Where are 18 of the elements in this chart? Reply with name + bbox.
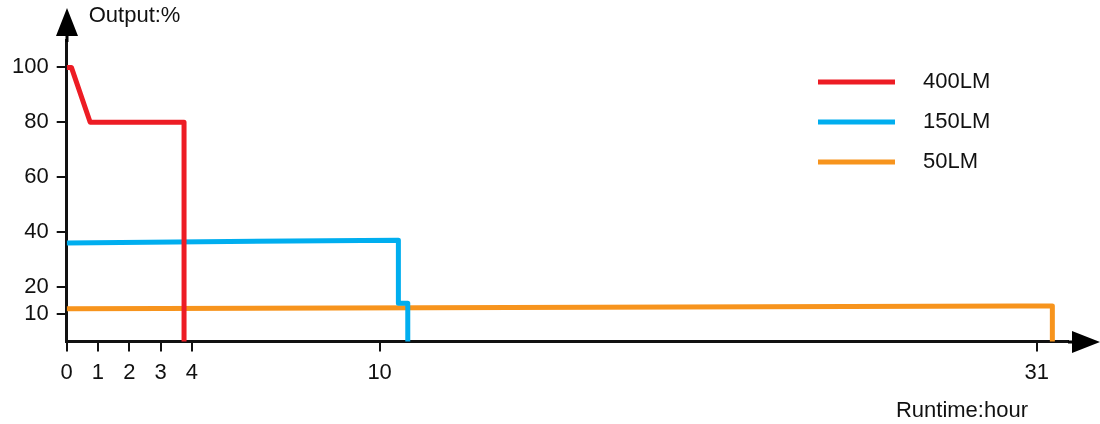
- legend-label: 150LM: [923, 108, 991, 134]
- y-tick-label: 10: [24, 300, 49, 326]
- y-axis-title: Output:%: [88, 2, 181, 28]
- x-tick-label: 4: [185, 358, 198, 384]
- legend-label: 50LM: [923, 148, 979, 174]
- y-tick-label: 60: [24, 163, 49, 189]
- x-tick-label: 0: [60, 358, 73, 384]
- x-tick-label: 10: [367, 358, 392, 384]
- x-tick-label: 3: [154, 358, 167, 384]
- x-tick-label: 31: [1024, 358, 1049, 384]
- x-tick-label: 2: [123, 358, 136, 384]
- y-tick-label: 80: [24, 108, 49, 134]
- y-tick-label: 20: [24, 272, 49, 298]
- x-axis-title: Runtime:hour: [895, 397, 1028, 423]
- y-tick-label: 40: [24, 217, 49, 243]
- legend-label: 400LM: [923, 68, 991, 94]
- y-tick-label: 100: [11, 53, 49, 79]
- x-tick-label: 1: [91, 358, 105, 384]
